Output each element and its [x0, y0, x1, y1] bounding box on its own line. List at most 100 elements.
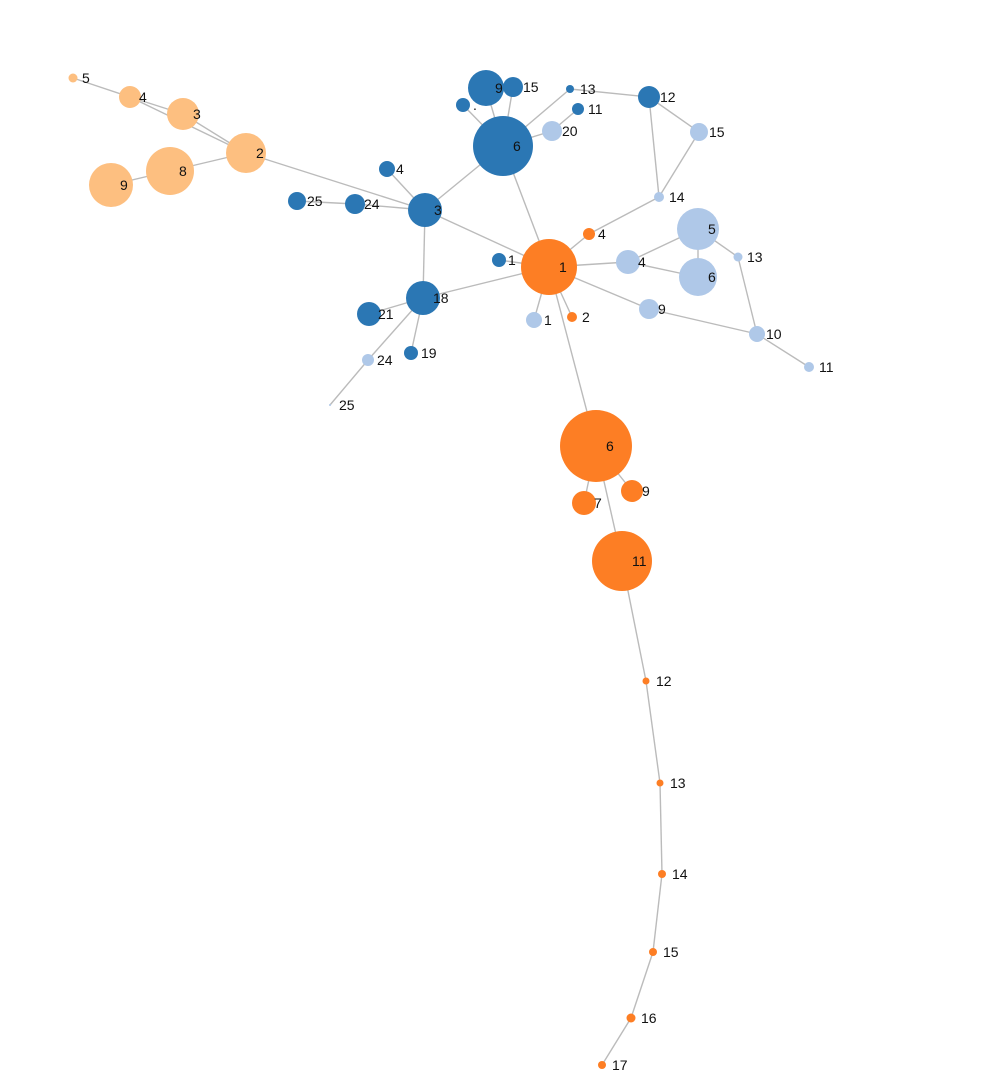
node-label-b4: 4	[396, 161, 404, 177]
edge-b12-l14	[648, 96, 660, 198]
node-l24[interactable]	[362, 354, 374, 366]
node-bdot[interactable]	[456, 98, 470, 112]
node-b9[interactable]	[468, 70, 504, 106]
node-label-l15: 15	[709, 124, 725, 140]
node-b18[interactable]	[406, 281, 440, 315]
node-label-b11: 11	[588, 101, 603, 117]
node-label-b21: 21	[378, 306, 394, 322]
node-r14[interactable]	[658, 870, 666, 878]
node-label-l1: 1	[544, 312, 552, 328]
node-label-r14: 14	[672, 866, 688, 882]
node-label-b18: 18	[433, 290, 449, 306]
node-label-o5: 5	[82, 70, 90, 86]
node-label-r4: 4	[598, 226, 606, 242]
node-o5[interactable]	[68, 73, 78, 83]
node-label-l14: 14	[669, 189, 685, 205]
node-b12[interactable]	[638, 86, 660, 108]
node-l20[interactable]	[542, 121, 562, 141]
node-r2[interactable]	[567, 312, 577, 322]
node-l10[interactable]	[749, 326, 765, 342]
edge-r16-r17	[601, 1017, 632, 1066]
node-b6[interactable]	[473, 116, 533, 176]
edge-r14-r15	[652, 873, 663, 953]
node-b25[interactable]	[288, 192, 306, 210]
node-label-o4: 4	[139, 89, 147, 105]
node-label-l11: 11	[819, 359, 834, 375]
node-l6[interactable]	[679, 258, 717, 296]
node-label-o9: 9	[120, 177, 128, 193]
node-l15[interactable]	[690, 123, 708, 141]
node-l5[interactable]	[677, 208, 719, 250]
node-label-l9: 9	[658, 301, 666, 317]
edge-l24-l25	[329, 359, 369, 406]
node-label-r9: 9	[642, 483, 650, 499]
node-label-r1: 1	[559, 259, 567, 275]
node-label-b3: 3	[434, 202, 442, 218]
node-label-o2: 2	[256, 145, 264, 161]
node-label-b25: 25	[307, 193, 323, 209]
node-label-b13: 13	[580, 81, 596, 97]
node-label-b24: 24	[364, 196, 380, 212]
node-r11[interactable]	[592, 531, 652, 591]
nodes-layer	[68, 70, 814, 1069]
node-r15[interactable]	[649, 948, 657, 956]
node-r17[interactable]	[598, 1061, 606, 1069]
node-b11[interactable]	[572, 103, 584, 115]
edge-l14-r4	[588, 196, 660, 235]
node-label-r6: 6	[606, 438, 614, 454]
node-r4[interactable]	[583, 228, 595, 240]
node-label-l24: 24	[377, 352, 393, 368]
node-label-r16: 16	[641, 1010, 657, 1026]
node-b15[interactable]	[503, 77, 523, 97]
node-l11[interactable]	[804, 362, 814, 372]
node-r12[interactable]	[642, 677, 650, 685]
node-l1[interactable]	[526, 312, 542, 328]
node-b4[interactable]	[379, 161, 395, 177]
node-label-r12: 12	[656, 673, 672, 689]
node-o8[interactable]	[146, 147, 194, 195]
node-b13[interactable]	[566, 85, 574, 93]
node-r13[interactable]	[656, 779, 664, 787]
edge-l13-l10	[737, 256, 758, 335]
edge-r13-r14	[659, 782, 663, 875]
node-label-b12: 12	[660, 89, 676, 105]
edge-l15-l14	[658, 131, 700, 198]
node-o4[interactable]	[119, 86, 141, 108]
node-label-b15: 15	[523, 79, 539, 95]
node-label-b1: 1	[508, 252, 516, 268]
node-label-r15: 15	[663, 944, 679, 960]
node-l13[interactable]	[733, 252, 743, 262]
node-label-b19: 19	[421, 345, 437, 361]
node-l9[interactable]	[639, 299, 659, 319]
edge-o2-b3	[245, 152, 426, 211]
node-l4[interactable]	[616, 250, 640, 274]
node-r16[interactable]	[626, 1013, 636, 1023]
node-label-b9: 9	[495, 80, 503, 96]
node-label-bdot: .	[473, 97, 477, 113]
node-label-l4: 4	[638, 254, 646, 270]
edge-r15-r16	[630, 951, 654, 1019]
node-r1[interactable]	[521, 239, 577, 295]
node-l25[interactable]	[329, 404, 331, 406]
node-l14[interactable]	[654, 192, 664, 202]
node-b21[interactable]	[357, 302, 381, 326]
node-b19[interactable]	[404, 346, 418, 360]
node-r7[interactable]	[572, 491, 596, 515]
node-b24[interactable]	[345, 194, 365, 214]
node-label-l13: 13	[747, 249, 763, 265]
node-o3[interactable]	[167, 98, 199, 130]
node-r9[interactable]	[621, 480, 643, 502]
node-label-b6: 6	[513, 138, 521, 154]
node-b1[interactable]	[492, 253, 506, 267]
node-r6[interactable]	[560, 410, 632, 482]
edge-l10-l11	[756, 333, 810, 368]
node-o2[interactable]	[226, 133, 266, 173]
node-o9[interactable]	[89, 163, 133, 207]
edge-r12-r13	[645, 680, 661, 784]
node-label-l20: 20	[562, 123, 578, 139]
node-label-r11: 11	[632, 553, 647, 569]
node-label-l10: 10	[766, 326, 782, 342]
node-b3[interactable]	[408, 193, 442, 227]
